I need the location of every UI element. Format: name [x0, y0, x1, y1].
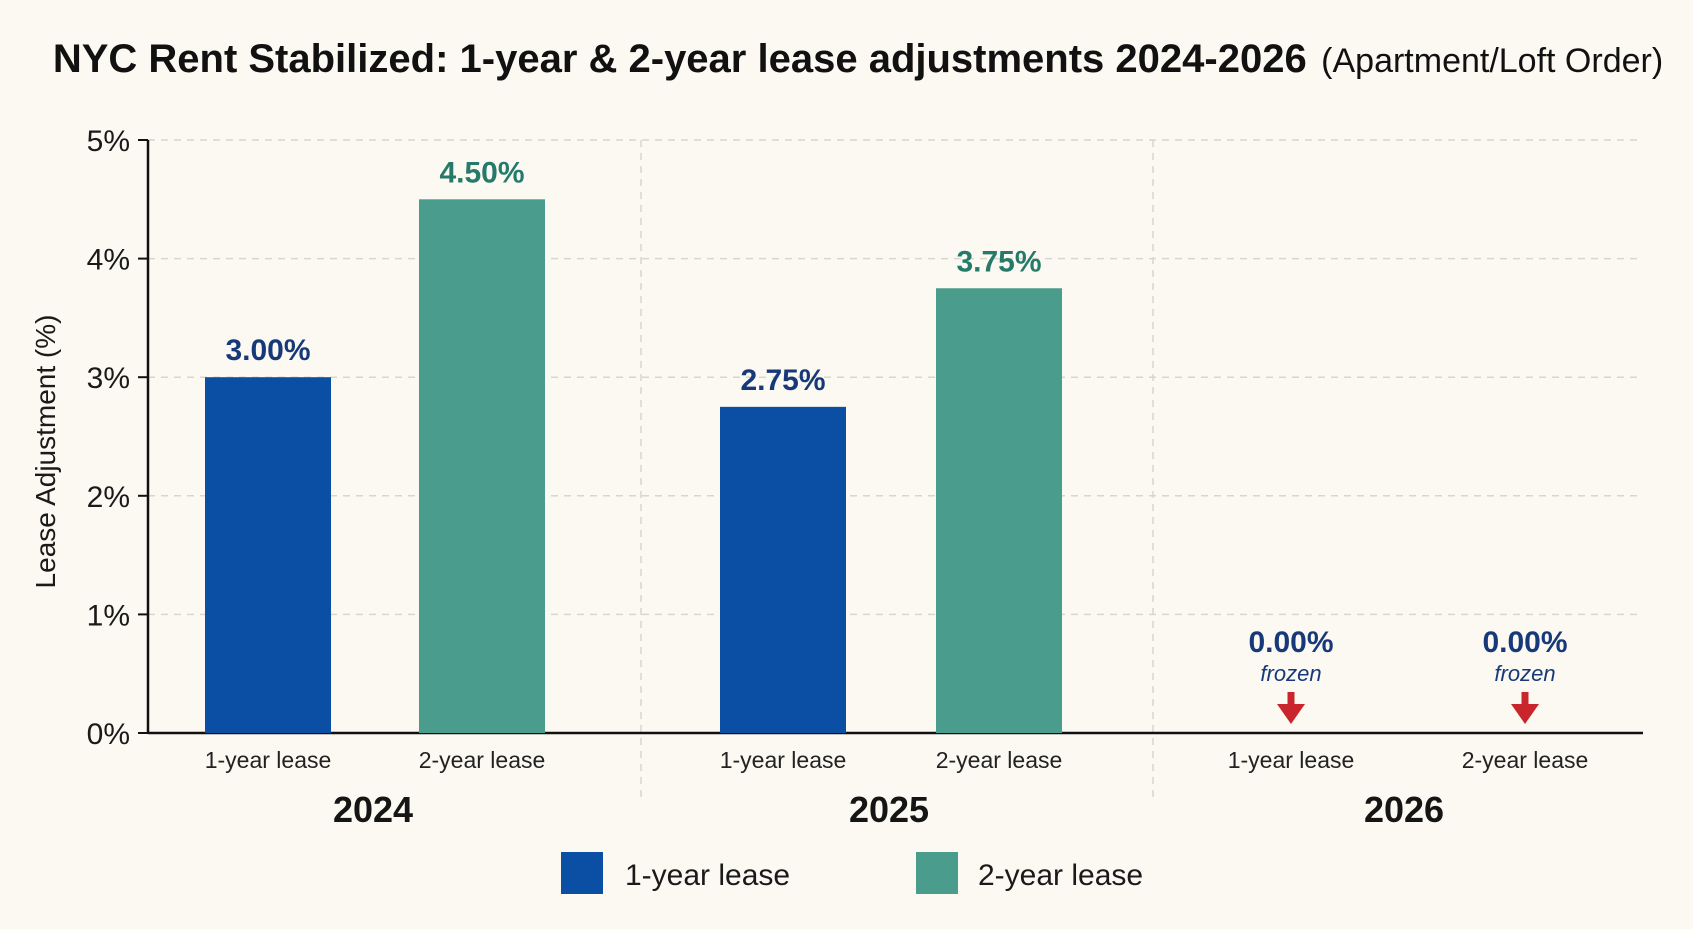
legend-swatch-1yr: [561, 852, 603, 894]
down-arrow-icon-shaft: [1521, 692, 1529, 706]
x-subcategory-label-2025-2yr: 2-year lease: [936, 747, 1063, 773]
data-label-2026-1yr: 0.00%: [1248, 626, 1333, 659]
down-arrow-icon-head: [1277, 704, 1305, 724]
x-subcategory-label-2026-1yr: 1-year lease: [1228, 747, 1355, 773]
chart-subtitle: (Apartment/Loft Order): [1321, 42, 1663, 80]
data-label-2025-2yr: 3.75%: [956, 245, 1041, 278]
legend-label-1yr: 1-year lease: [625, 859, 790, 892]
down-arrow-icon-shaft: [1287, 692, 1295, 706]
chart-title-main: NYC Rent Stabilized: 1-year & 2-year lea…: [53, 37, 1307, 81]
bar-2025-2yr: [936, 288, 1062, 733]
down-arrow-icon: [1277, 692, 1305, 724]
chart-title: NYC Rent Stabilized: 1-year & 2-year lea…: [53, 37, 1663, 81]
data-label-2024-2yr: 4.50%: [439, 156, 524, 189]
data-label-2024-1yr: 3.00%: [225, 334, 310, 367]
legend: 1-year lease 2-year lease: [561, 852, 1143, 894]
x-subcategory-label-2026-2yr: 2-year lease: [1462, 747, 1589, 773]
bar-2025-1yr: [720, 406, 846, 733]
y-tick-label-1: 1%: [87, 599, 130, 632]
x-subcategory-label-2024-1yr: 1-year lease: [205, 747, 332, 773]
legend-item-1yr: 1-year lease: [561, 852, 790, 894]
x-group-label-2025: 2025: [849, 789, 929, 830]
down-arrow-icon-head: [1511, 704, 1539, 724]
y-tick-label-0: 0%: [87, 718, 130, 751]
data-label-2025-1yr: 2.75%: [740, 364, 825, 397]
x-group-label-2026: 2026: [1364, 789, 1444, 830]
bar-layer: [205, 199, 1062, 734]
y-tick-label-3: 3%: [87, 362, 130, 395]
x-subcategory-label-2025-1yr: 1-year lease: [720, 747, 847, 773]
y-tick-label-2: 2%: [87, 481, 130, 514]
annotation-frozen-1yr: frozen: [1260, 661, 1321, 686]
bar-2024-1yr: [205, 377, 331, 733]
x-group-label-2024: 2024: [333, 789, 413, 830]
annotation-frozen-2yr: frozen: [1494, 661, 1555, 686]
legend-item-2yr: 2-year lease: [916, 852, 1143, 894]
axis-layer: 0% 1% 2% 3% 4% 5% Lease Adjustment (%) 1-year l…: [30, 125, 1643, 830]
legend-label-2yr: 2-year lease: [978, 859, 1143, 892]
x-subcategory-label-2024-2yr: 2-year lease: [419, 747, 546, 773]
legend-swatch-2yr: [916, 852, 958, 894]
y-tick-label-5: 5%: [87, 125, 130, 158]
y-tick-label-4: 4%: [87, 244, 130, 277]
bar-2024-2yr: [419, 199, 545, 734]
data-label-2026-2yr: 0.00%: [1482, 626, 1567, 659]
grid-layer: [148, 139, 1643, 800]
down-arrow-icon: [1511, 692, 1539, 724]
label-layer: 3.00%4.50%2.75%3.75%0.00%frozen0.00%froz…: [225, 156, 1568, 724]
y-axis-label: Lease Adjustment (%): [30, 315, 61, 589]
